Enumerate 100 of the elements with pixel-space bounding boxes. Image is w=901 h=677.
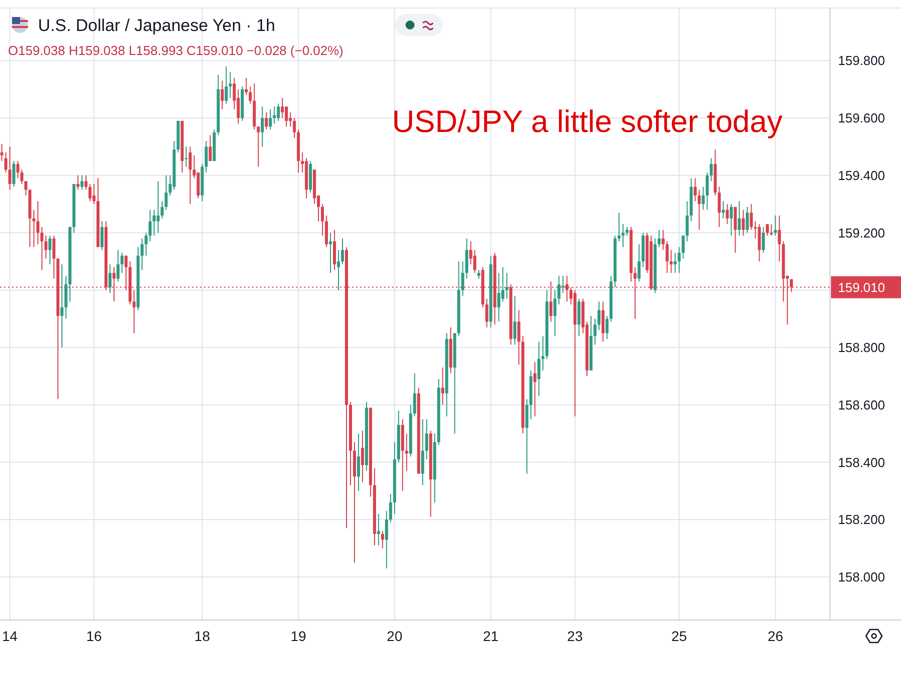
candlestick	[100, 220, 104, 250]
x-tick-label: 19	[290, 628, 306, 644]
candlestick	[0, 143, 4, 162]
candlestick	[228, 72, 232, 98]
candlestick	[256, 126, 260, 168]
candlestick	[778, 215, 781, 262]
y-tick-label: 159.200	[838, 225, 885, 240]
y-tick-label: 158.800	[838, 340, 885, 356]
candlestick	[533, 361, 536, 417]
candlestick	[750, 204, 753, 230]
candlestick	[710, 158, 713, 182]
candlestick	[557, 275, 560, 305]
candlestick	[553, 290, 556, 337]
candlestick	[12, 160, 16, 188]
candlestick	[638, 244, 641, 282]
candlestick	[497, 272, 500, 322]
candlestick	[76, 174, 80, 190]
candlestick	[152, 209, 156, 236]
candlestick	[324, 215, 328, 248]
candlestick	[132, 290, 136, 334]
candlestick	[718, 186, 721, 228]
candlestick	[742, 209, 745, 236]
candlestick	[44, 235, 48, 260]
candlestick	[678, 246, 681, 274]
candlestick	[525, 398, 528, 474]
candlestick	[164, 174, 168, 210]
candlestick	[618, 212, 621, 242]
x-tick-label: 14	[2, 628, 18, 644]
candlestick	[513, 295, 516, 346]
candlestick	[140, 238, 144, 271]
candlestick	[340, 238, 344, 265]
annotation: USD/JPY a little softer today	[392, 104, 784, 139]
candlestick	[517, 310, 520, 366]
candlestick	[160, 200, 164, 219]
candlestick	[204, 140, 208, 174]
candlestick	[658, 229, 661, 248]
candlestick	[264, 112, 268, 130]
candlestick	[24, 180, 28, 196]
candlestick	[389, 493, 392, 523]
candlestick	[622, 224, 625, 248]
x-tick-label: 16	[86, 628, 102, 644]
x-tick-label: 23	[567, 628, 583, 644]
candlestick	[762, 226, 765, 254]
y-tick-label: 158.400	[838, 454, 885, 470]
candlestick	[598, 301, 601, 331]
candlestick	[224, 66, 228, 104]
y-tick-label: 159.600	[838, 110, 885, 126]
candlestick	[52, 235, 56, 280]
candlestick	[292, 118, 296, 139]
candlestick	[766, 224, 769, 236]
y-tick-label: 158.000	[838, 570, 885, 585]
x-tick-label: 26	[768, 628, 784, 644]
candlestick	[686, 200, 689, 242]
candlestick	[8, 146, 12, 190]
candlestick	[148, 209, 152, 242]
candlestick	[16, 160, 20, 179]
candlestick	[4, 152, 8, 174]
candlestick	[268, 108, 272, 130]
candlestick	[260, 106, 264, 148]
y-tick-label: 159.800	[838, 53, 885, 68]
candlestick	[465, 238, 468, 280]
candlestick	[156, 180, 160, 234]
candlestick	[280, 97, 284, 119]
candlestick	[272, 106, 276, 124]
candlestick	[40, 226, 44, 271]
candlestick	[385, 510, 388, 569]
candlestick	[381, 530, 384, 549]
candlestick	[48, 235, 52, 265]
candlestick	[92, 183, 96, 205]
x-tick-label: 25	[671, 628, 688, 644]
candlestick	[208, 134, 212, 162]
candlestick	[377, 513, 380, 546]
candlestick	[36, 200, 40, 245]
y-tick-label: 158.200	[838, 512, 885, 528]
candlestick	[537, 341, 540, 397]
candlestick	[60, 264, 64, 348]
candlestick	[473, 249, 476, 274]
candlestick	[461, 260, 464, 296]
candlestick	[120, 252, 124, 274]
candlestick	[88, 183, 92, 202]
candlestick	[220, 80, 224, 110]
candlestick	[602, 301, 605, 342]
candlestick	[694, 178, 697, 202]
candlestick	[485, 298, 488, 328]
candlestick	[726, 204, 729, 225]
y-tick-label: 158.600	[838, 397, 885, 412]
candlestick	[184, 146, 188, 168]
x-tick-label: 21	[483, 628, 499, 644]
candlestick	[505, 272, 508, 300]
candlestick	[84, 174, 88, 190]
candlestick	[577, 298, 580, 337]
candlestick	[20, 169, 24, 184]
candlestick	[276, 103, 280, 122]
y-tick-label: 159.400	[838, 168, 885, 183]
annotation: O159.038 H159.038 L158.993 C159.010 −0.028 (−0.02%)	[8, 43, 344, 58]
candlestick	[248, 86, 252, 104]
candlestick	[441, 367, 444, 406]
candlestick	[284, 106, 288, 128]
candlestick	[662, 229, 665, 250]
candlestick	[746, 206, 749, 234]
